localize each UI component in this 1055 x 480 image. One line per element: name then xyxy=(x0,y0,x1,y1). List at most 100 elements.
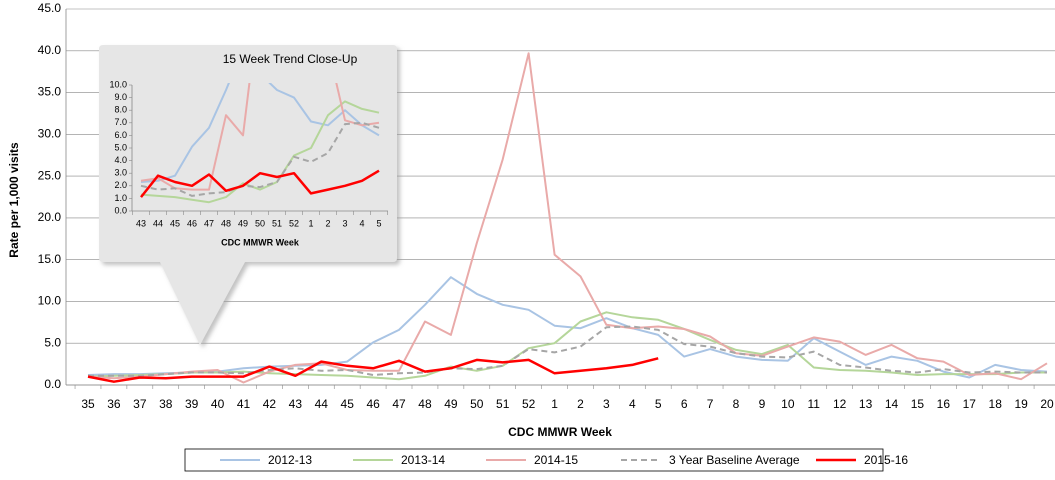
x-tick-label: 6 xyxy=(681,397,688,411)
y-tick-label: 0.0 xyxy=(114,205,127,215)
x-tick-label: 44 xyxy=(315,397,329,411)
series-line xyxy=(140,169,380,198)
x-tick-label: 47 xyxy=(204,218,214,228)
x-tick-label: 16 xyxy=(937,397,951,411)
series-line xyxy=(140,121,380,197)
inset-x-axis-title: CDC MMWR Week xyxy=(221,237,300,247)
inset-title: 15 Week Trend Close-Up xyxy=(223,52,358,66)
series-line xyxy=(140,83,380,183)
x-tick-label: 50 xyxy=(470,397,484,411)
y-tick-label: 20.0 xyxy=(38,210,62,224)
x-tick-label: 48 xyxy=(221,218,231,228)
x-tick-label: 14 xyxy=(885,397,899,411)
x-tick-label: 10 xyxy=(781,397,795,411)
legend-label: 3 Year Baseline Average xyxy=(669,453,800,467)
y-tick-label: 4.0 xyxy=(114,155,127,165)
x-tick-label: 5 xyxy=(655,397,662,411)
x-tick-label: 43 xyxy=(136,218,146,228)
y-tick-label: 2.0 xyxy=(114,180,127,190)
legend-label: 2015-16 xyxy=(864,453,908,467)
x-tick-label: 52 xyxy=(522,397,536,411)
x-tick-label: 50 xyxy=(255,218,265,228)
x-tick-label: 49 xyxy=(238,218,248,228)
x-tick-label: 47 xyxy=(392,397,406,411)
y-tick-label: 30.0 xyxy=(38,127,62,141)
x-tick-label: 52 xyxy=(289,218,299,228)
x-tick-label: 40 xyxy=(211,397,225,411)
x-tick-label: 8 xyxy=(733,397,740,411)
y-tick-label: 5.0 xyxy=(44,335,61,349)
x-tick-label: 42 xyxy=(263,397,277,411)
y-tick-label: 45.0 xyxy=(38,1,62,15)
legend-label: 2013-14 xyxy=(401,453,445,467)
x-tick-label: 51 xyxy=(272,218,282,228)
series-lines xyxy=(140,83,380,204)
legend-label: 2014-15 xyxy=(534,453,578,467)
callout xyxy=(99,45,397,345)
x-tick-label: 36 xyxy=(107,397,121,411)
series-line xyxy=(140,100,380,204)
inset-plot: 0.01.02.03.04.05.06.07.08.09.010.043 44 45… xyxy=(109,79,388,228)
x-tick-label: 38 xyxy=(159,397,173,411)
y-tick-label: 25.0 xyxy=(38,168,62,182)
x-tick-label: 49 xyxy=(444,397,458,411)
y-tick-label: 3.0 xyxy=(114,168,127,178)
x-tick-label: 45 xyxy=(170,218,180,228)
x-tick-label: 5 xyxy=(376,218,381,228)
x-tick-label: 39 xyxy=(185,397,199,411)
x-tick-label: 45 xyxy=(341,397,355,411)
x-tick-label: 46 xyxy=(187,218,197,228)
legend-box xyxy=(184,448,884,472)
x-tick-label: 7 xyxy=(707,397,714,411)
x-tick-label: 43 xyxy=(289,397,303,411)
x-tick-label: 41 xyxy=(237,397,251,411)
y-axis-title: Rate per 1,000 visits xyxy=(7,142,21,258)
y-tick-label: 35.0 xyxy=(38,85,62,99)
x-tick-label: 48 xyxy=(418,397,432,411)
series-line xyxy=(88,325,1047,377)
y-tick-label: 1.0 xyxy=(114,193,127,203)
legend: 2012-13 2013-14 2014-15 3 Year Baseline Ave… xyxy=(220,453,908,467)
x-tick-label: 1 xyxy=(551,397,558,411)
y-tick-label: 10.0 xyxy=(38,294,62,308)
y-tick-label: 9.0 xyxy=(114,92,127,102)
x-tick-label: 9 xyxy=(759,397,766,411)
series-line xyxy=(87,52,1048,384)
series-line xyxy=(87,357,659,383)
series-line xyxy=(87,276,1048,379)
y-tick-label: 15.0 xyxy=(38,252,62,266)
x-tick-label: 3 xyxy=(603,397,610,411)
x-tick-label: 3 xyxy=(342,218,347,228)
x-tick-label: 2 xyxy=(325,218,330,228)
series-lines xyxy=(87,52,1048,384)
x-tick-label: 18 xyxy=(989,397,1003,411)
y-tick-label: 5.0 xyxy=(114,142,127,152)
x-tick-label: 37 xyxy=(133,397,147,411)
x-tick-label: 11 xyxy=(808,397,821,411)
y-tick-label: 10.0 xyxy=(109,79,127,89)
x-tick-label: 1 xyxy=(308,218,313,228)
x-tick-label: 20 xyxy=(1040,397,1054,411)
y-tick-label: 0.0 xyxy=(44,377,61,391)
y-tick-label: 7.0 xyxy=(114,117,127,127)
x-tick-label: 4 xyxy=(359,218,364,228)
x-tick-label: 13 xyxy=(859,397,873,411)
legend-label: 2012-13 xyxy=(268,453,312,467)
y-tick-label: 6.0 xyxy=(114,130,127,140)
x-axis-title: CDC MMWR Week xyxy=(508,425,612,439)
x-tick-label: 46 xyxy=(366,397,380,411)
x-tick-label: 12 xyxy=(833,397,847,411)
callout-shape xyxy=(99,45,397,345)
y-tick-label: 8.0 xyxy=(114,105,127,115)
x-tick-label: 44 xyxy=(153,218,163,228)
x-tick-label: 17 xyxy=(963,397,977,411)
x-tick-label: 51 xyxy=(496,397,510,411)
x-tick-label: 2 xyxy=(577,397,584,411)
x-tick-label: 19 xyxy=(1014,397,1028,411)
x-tick-label: 15 xyxy=(911,397,925,411)
y-tick-label: 40.0 xyxy=(38,43,62,57)
x-tick-label: 35 xyxy=(81,397,95,411)
x-tick-label: 4 xyxy=(629,397,636,411)
